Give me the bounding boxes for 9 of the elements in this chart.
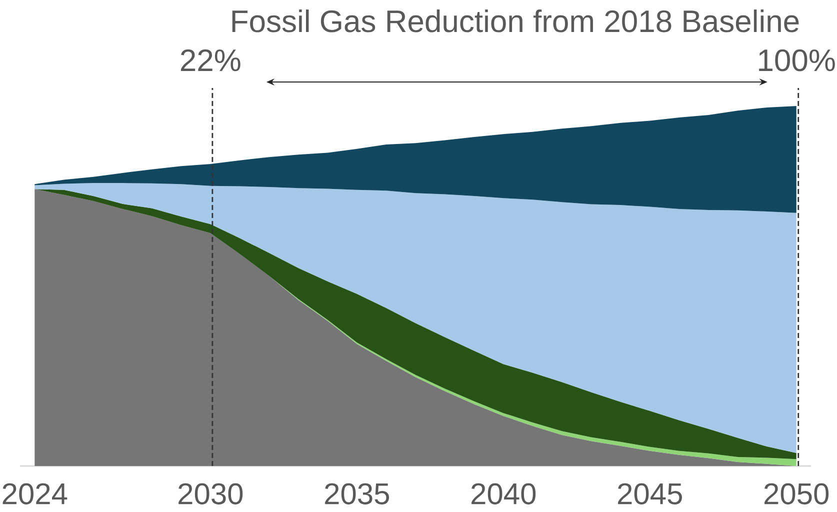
text: 22%	[180, 49, 240, 72]
x-tick-label: 2030	[178, 483, 243, 504]
chart-title: Fossil Gas Reduction from 2018 Baseline	[232, 10, 799, 32]
text: 100%	[759, 49, 835, 72]
x-tick-label: 2050	[764, 483, 829, 504]
x-tick-label: 2040	[472, 483, 536, 504]
x-tick-label: 2035	[325, 483, 390, 504]
x-tick-label: 2045	[618, 483, 682, 504]
x-tick-label: 2024	[2, 483, 68, 504]
